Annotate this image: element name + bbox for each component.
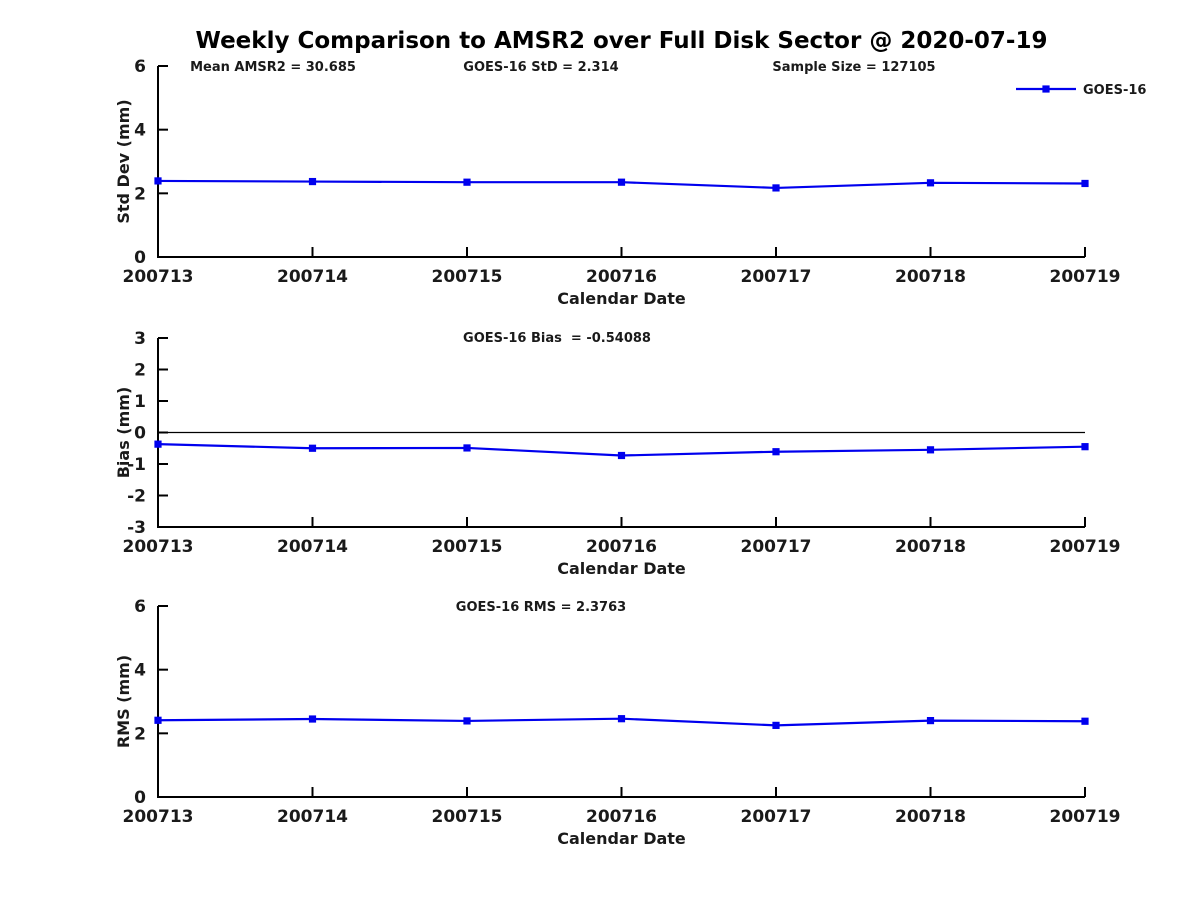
subplot-annotation: GOES-16 RMS = 2.3763 <box>456 600 626 615</box>
x-tick-label: 200713 <box>123 537 194 557</box>
x-axis-label: Calendar Date <box>557 829 686 848</box>
data-marker <box>463 178 471 186</box>
y-tick-label: 0 <box>134 788 146 808</box>
y-tick-label: 6 <box>134 57 146 77</box>
data-marker <box>772 184 780 192</box>
x-tick-label: 200719 <box>1050 807 1121 827</box>
data-marker <box>926 446 935 454</box>
axis-spine <box>157 606 1085 798</box>
data-marker <box>308 177 317 186</box>
data-marker <box>926 179 935 187</box>
x-tick-label: 200713 <box>123 807 194 827</box>
data-marker <box>463 717 471 725</box>
x-tick-label: 200714 <box>277 807 348 827</box>
data-marker <box>1081 443 1089 451</box>
data-marker <box>154 716 162 724</box>
x-axis-label: Calendar Date <box>557 559 686 578</box>
data-marker <box>1081 717 1089 725</box>
y-tick-label: -3 <box>127 518 146 538</box>
x-tick-label: 200716 <box>586 267 657 287</box>
x-tick-label: 200717 <box>741 267 812 287</box>
x-tick-label: 200715 <box>432 267 503 287</box>
std-dev-subplot: 0 2 4 6 200713 200714 200715 200716 200717 200718… <box>114 57 1146 308</box>
subplot-annotation: Mean AMSR2 = 30.685 <box>190 60 356 75</box>
x-tick-label: 200715 <box>432 807 503 827</box>
y-tick-label: -2 <box>127 487 146 507</box>
subplot-annotation: GOES-16 Bias = -0.54088 <box>463 331 651 346</box>
x-tick-label: 200714 <box>277 267 348 287</box>
rms-subplot: 0 2 4 6 200713 200714 200715 200716 200717 200718… <box>114 597 1120 848</box>
data-marker <box>308 715 317 723</box>
y-tick-label: 2 <box>134 724 146 744</box>
x-tick-label: 200718 <box>895 807 966 827</box>
y-tick-label: 1 <box>134 392 146 412</box>
data-marker <box>463 444 471 452</box>
y-tick-label: 6 <box>134 597 146 617</box>
x-tick-label: 200719 <box>1050 267 1121 287</box>
legend: GOES-16 <box>1016 83 1146 98</box>
x-tick-label: 200713 <box>123 267 194 287</box>
data-marker <box>617 178 626 186</box>
y-tick-label: 3 <box>134 329 146 349</box>
y-tick-label: 4 <box>134 661 146 681</box>
x-tick-label: 200714 <box>277 537 348 557</box>
x-tick-label: 200719 <box>1050 537 1121 557</box>
y-tick-label: -1 <box>127 455 146 475</box>
y-tick-label: 0 <box>134 424 146 444</box>
y-tick-label: 0 <box>134 248 146 268</box>
x-tick-label: 200715 <box>432 537 503 557</box>
subplot-annotation: GOES-16 StD = 2.314 <box>463 60 618 75</box>
y-tick-label: 2 <box>134 184 146 204</box>
x-axis-label: Calendar Date <box>557 289 686 308</box>
x-tick-label: 200718 <box>895 267 966 287</box>
y-axis-label: Std Dev (mm) <box>114 99 133 223</box>
data-marker <box>154 440 162 448</box>
data-marker <box>772 721 780 729</box>
data-marker <box>772 448 780 456</box>
y-tick-label: 4 <box>134 121 146 141</box>
data-marker <box>926 717 935 725</box>
legend-marker <box>1042 85 1050 93</box>
axis-spine <box>157 66 1085 258</box>
data-marker <box>617 715 626 723</box>
y-axis-label: Bias (mm) <box>114 387 133 479</box>
figure-title: Weekly Comparison to AMSR2 over Full Dis… <box>195 28 1048 54</box>
data-marker <box>1081 179 1089 188</box>
data-marker <box>154 177 162 185</box>
x-tick-label: 200717 <box>741 537 812 557</box>
x-tick-label: 200717 <box>741 807 812 827</box>
subplot-annotation: Sample Size = 127105 <box>772 60 935 75</box>
x-tick-label: 200716 <box>586 537 657 557</box>
y-tick-label: 2 <box>134 361 146 381</box>
data-marker <box>308 444 317 452</box>
data-marker <box>617 451 626 460</box>
y-axis-label: RMS (mm) <box>114 655 133 748</box>
legend-label: GOES-16 <box>1083 83 1146 98</box>
x-tick-label: 200716 <box>586 807 657 827</box>
x-tick-label: 200718 <box>895 537 966 557</box>
